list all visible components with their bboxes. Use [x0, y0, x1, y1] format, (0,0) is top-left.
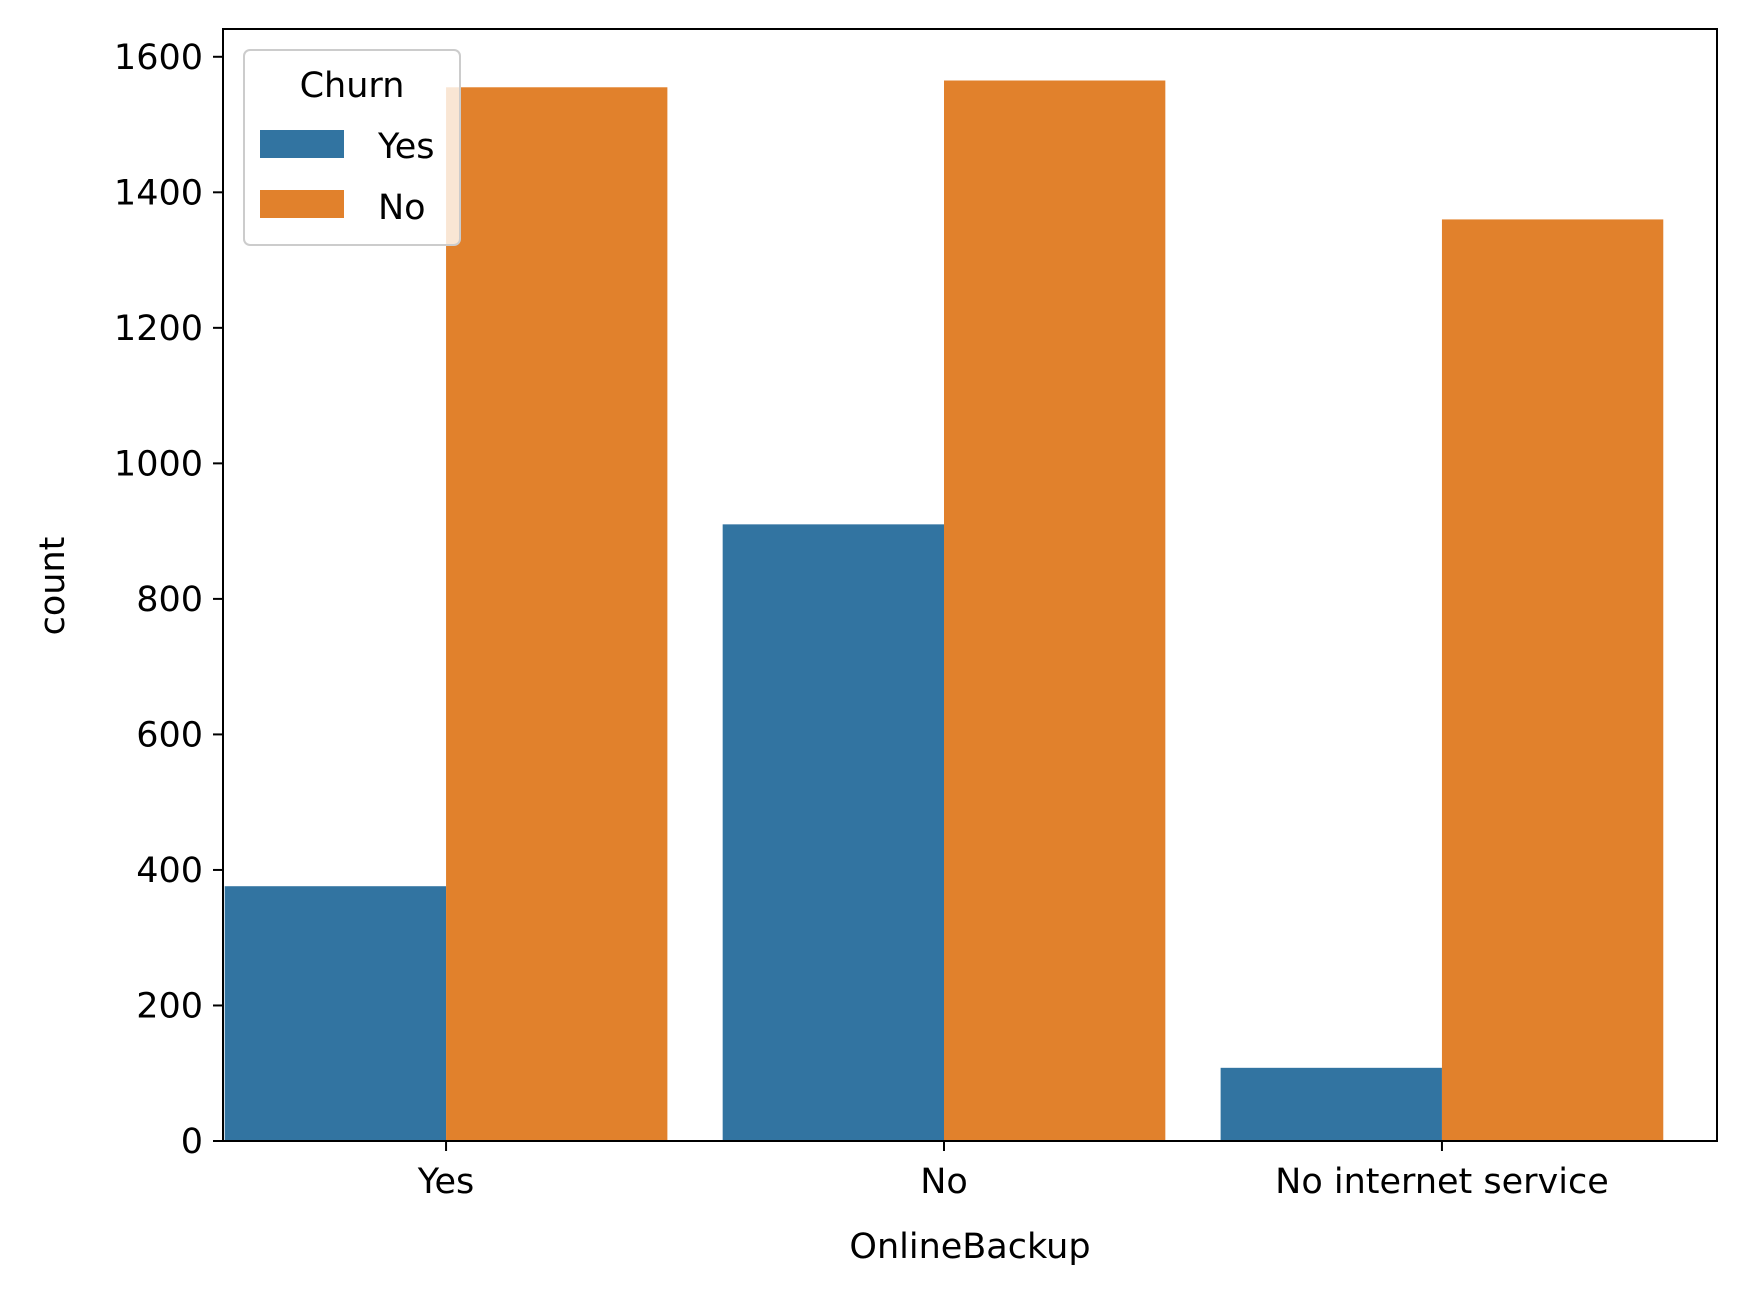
- y-tick-label-600: 600: [136, 715, 203, 755]
- legend-label-no: No: [378, 188, 426, 228]
- bar-yes-yes: [224, 886, 447, 1141]
- bar-no-no-internet-service: [1441, 219, 1664, 1142]
- x-tick-label-no: No: [920, 1162, 968, 1202]
- x-axis: Yes No No internet service: [417, 1141, 1609, 1202]
- legend-swatch-no: [260, 190, 344, 218]
- y-axis: 0 200 400 600 800 1000 1200 1400 1600: [114, 38, 223, 1162]
- y-axis-title: count: [33, 537, 73, 636]
- legend[interactable]: Churn Yes No: [243, 49, 461, 246]
- legend-title: Churn: [300, 66, 405, 106]
- legend-swatch-yes: [260, 130, 344, 158]
- y-tick-label-400: 400: [136, 851, 203, 891]
- bar-yes-no: [722, 524, 944, 1141]
- y-tick-label-1600: 1600: [114, 38, 203, 78]
- y-tick-label-1000: 1000: [114, 444, 203, 484]
- x-tick-label-yes: Yes: [417, 1162, 475, 1202]
- bar-no-no: [944, 80, 1166, 1141]
- plot-frame: [222, 28, 1718, 1142]
- y-tick-label-200: 200: [136, 986, 203, 1026]
- y-tick-label-1400: 1400: [114, 173, 203, 213]
- x-axis-title: OnlineBackup: [849, 1227, 1090, 1267]
- y-tick-label-800: 800: [136, 580, 203, 620]
- bar-no-yes: [446, 87, 668, 1141]
- bars: [224, 80, 1664, 1142]
- legend-label-yes: Yes: [377, 127, 435, 167]
- x-tick-label-no-internet-service: No internet service: [1275, 1162, 1609, 1202]
- y-tick-label-0: 0: [181, 1122, 203, 1162]
- bar-yes-no-internet-service: [1220, 1067, 1442, 1141]
- y-tick-label-1200: 1200: [114, 309, 203, 349]
